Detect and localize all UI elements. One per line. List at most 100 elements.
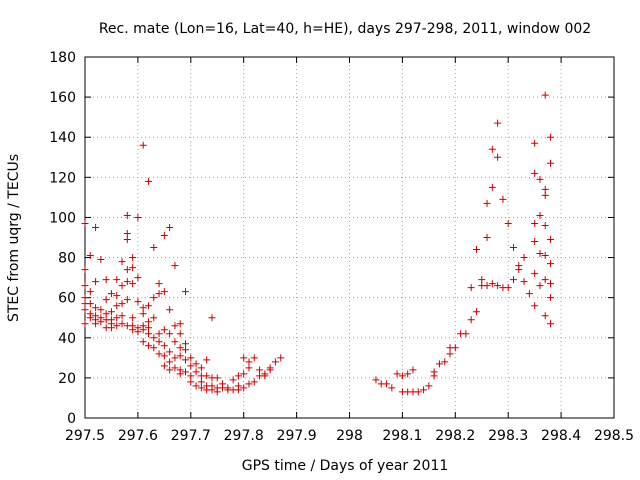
data-point-marker [134, 328, 142, 336]
x-tick-label: 298.5 [594, 428, 634, 444]
data-point-marker [472, 246, 480, 254]
data-point-marker [150, 244, 158, 252]
data-point-marker [531, 302, 539, 310]
data-point-marker [176, 352, 184, 360]
data-point-marker [92, 278, 100, 286]
data-point-marker [245, 380, 253, 388]
data-point-marker [536, 211, 544, 219]
x-tick-label: 297.5 [65, 428, 105, 444]
data-point-marker [113, 314, 121, 322]
data-point-marker [160, 288, 168, 296]
data-point-marker [203, 356, 211, 364]
data-point-marker [160, 352, 168, 360]
data-point-marker [541, 191, 549, 199]
data-point-marker [483, 234, 491, 241]
y-tick-label: 160 [49, 90, 76, 106]
x-axis-label: GPS time / Days of year 2011 [242, 458, 449, 474]
data-point-marker [430, 368, 438, 376]
y-tick-label: 80 [58, 251, 76, 267]
data-point-marker [515, 266, 523, 274]
data-point-marker [123, 266, 131, 274]
data-point-marker [213, 374, 221, 382]
data-point-marker [155, 280, 163, 288]
data-point-marker [176, 320, 184, 328]
data-point-marker [102, 310, 110, 318]
data-point-marker [451, 344, 459, 352]
data-point-marker [129, 254, 137, 262]
data-point-marker [144, 342, 152, 350]
data-point-marker [144, 318, 152, 326]
data-point-marker [123, 296, 131, 304]
data-point-marker [171, 262, 179, 270]
data-point-marker [192, 360, 200, 368]
data-point-marker [107, 308, 115, 316]
data-point-marker [123, 211, 131, 219]
data-point-marker [129, 314, 137, 322]
data-point-marker [81, 282, 89, 290]
data-point-marker [129, 264, 137, 272]
data-point-marker [92, 304, 100, 312]
data-point-marker [404, 370, 412, 378]
data-point-marker [398, 372, 406, 380]
data-point-marker [197, 384, 205, 392]
data-point-marker [525, 290, 533, 298]
data-point-marker [446, 350, 454, 358]
data-point-marker [118, 312, 126, 320]
data-point-marker [240, 384, 248, 392]
data-point-marker [182, 340, 190, 348]
y-axis-label: STEC from uqrg / TECUs [6, 154, 22, 322]
data-point-marker [123, 229, 131, 237]
data-point-marker [176, 330, 184, 338]
data-point-marker [266, 364, 274, 372]
data-point-marker [541, 276, 549, 284]
data-point-marker [139, 310, 147, 318]
data-point-marker [547, 260, 555, 268]
data-point-marker [107, 290, 115, 298]
y-tick-labels: 0 20 40 60 80 100 120 140 160 180 [49, 50, 76, 427]
data-point-marker [102, 276, 110, 284]
data-point-marker [229, 376, 237, 384]
data-point-marker [547, 294, 555, 302]
data-point-marker [171, 364, 179, 372]
data-point-marker [488, 145, 496, 153]
y-tick-label: 40 [58, 331, 76, 347]
data-point-marker [134, 298, 142, 306]
data-point-marker [197, 364, 205, 372]
data-point-marker [113, 302, 121, 310]
data-point-marker [182, 346, 190, 354]
data-point-marker [234, 386, 242, 394]
data-point-marker [462, 330, 470, 338]
data-point-marker [155, 290, 163, 298]
x-tick-label: 297.9 [277, 428, 317, 444]
data-point-marker [86, 300, 94, 308]
data-point-marker [531, 219, 539, 227]
data-point-marker [144, 177, 152, 185]
data-point-marker [383, 380, 391, 388]
data-point-marker [420, 386, 428, 394]
x-tick-labels: 297.5 297.6 297.7 297.8 297.9 298 298.1 298.2 29… [65, 428, 634, 444]
data-point-marker [129, 326, 137, 334]
data-point-marker [467, 316, 475, 324]
data-point-marker [92, 320, 100, 328]
x-tick-label: 298.2 [435, 428, 475, 444]
data-point-marker [494, 282, 502, 290]
data-point-marker [478, 276, 486, 284]
data-point-marker [504, 219, 512, 227]
data-point-marker [155, 330, 163, 338]
data-point-marker [250, 354, 258, 362]
data-point-marker [134, 213, 142, 221]
data-point-marker [197, 378, 205, 386]
data-point-marker [118, 320, 126, 328]
data-point-marker [261, 372, 269, 380]
y-tick-label: 100 [49, 210, 76, 226]
data-point-marker [547, 133, 555, 141]
data-point-marker [541, 91, 549, 99]
data-point-marker [203, 372, 211, 380]
data-point-marker [86, 252, 94, 260]
data-point-marker [531, 169, 539, 177]
data-point-marker [536, 282, 544, 290]
data-point-marker [547, 159, 555, 167]
data-point-marker [414, 388, 422, 396]
data-point-marker [509, 276, 517, 284]
